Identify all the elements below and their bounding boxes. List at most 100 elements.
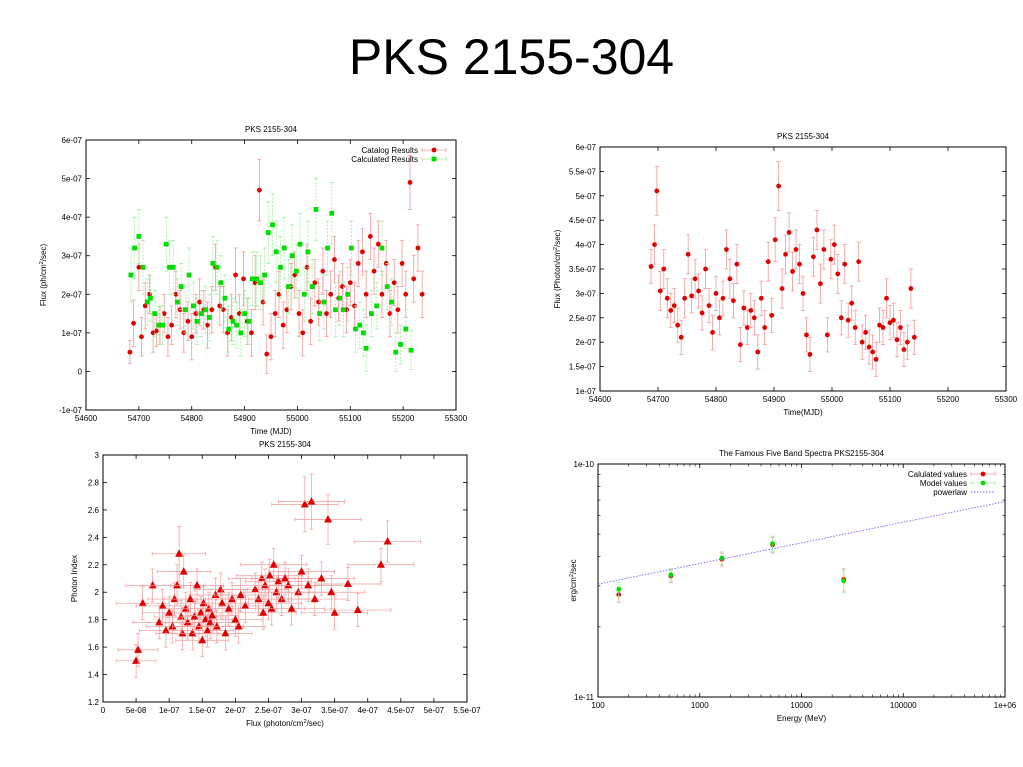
plot-frame [102, 454, 468, 703]
data-point [357, 322, 363, 328]
x-tick-label: 55200 [392, 414, 415, 423]
data-point [699, 310, 705, 316]
data-point [261, 580, 270, 589]
data-point [321, 299, 327, 305]
data-point [901, 347, 907, 352]
data-point [251, 584, 260, 593]
data-point [230, 318, 236, 324]
slide-title: PKS 2155-304 [348, 29, 675, 85]
x-tick-label: 54900 [233, 414, 256, 423]
data-point [751, 315, 757, 321]
x-axis-label: Time(MJD) [783, 408, 823, 417]
data-point [376, 560, 385, 568]
data-point [228, 594, 237, 603]
series-red [648, 161, 917, 377]
data-point [281, 574, 289, 582]
data-point [193, 311, 199, 316]
data-point [403, 291, 409, 297]
chart-title: PKS 2155-304 [777, 132, 830, 141]
data-point [783, 251, 788, 257]
data-point [863, 330, 869, 335]
y-tick-label: 6e-07 [576, 143, 597, 152]
data-point [241, 276, 246, 282]
data-point [393, 349, 399, 355]
data-point [236, 590, 245, 598]
y-tick-label: 1e-07 [62, 329, 83, 338]
y-axis-label-part: Flux (ph/cm [39, 264, 48, 306]
data-point [186, 272, 192, 278]
data-point [278, 264, 283, 270]
data-point [272, 587, 281, 596]
y-tick-label: 2.8 [88, 478, 100, 487]
data-point [814, 227, 820, 233]
data-point [286, 284, 291, 289]
y-tick-label: 1e-11 [574, 693, 594, 702]
data-point [849, 300, 855, 306]
data-point [274, 576, 283, 585]
data-point [744, 325, 750, 330]
data-point [249, 330, 254, 336]
plot-frame [599, 146, 1007, 392]
legend-swatch-marker [431, 156, 437, 162]
data-point [224, 604, 233, 612]
data-point [367, 234, 373, 239]
data-point [685, 251, 691, 257]
data-point [371, 268, 377, 274]
data-point [170, 594, 179, 603]
y-tick-label: 2e-07 [62, 290, 83, 299]
data-point [811, 254, 816, 260]
y-tick-label: 1e-10 [574, 460, 595, 469]
data-point [360, 249, 365, 255]
data-point [134, 645, 143, 653]
data-point [156, 322, 162, 328]
data-point [717, 315, 722, 321]
x-axis-label: Energy (MeV) [777, 714, 827, 723]
x-tick-label: 5e-08 [126, 706, 147, 715]
series-powerlaw [597, 501, 1006, 585]
data-point [233, 272, 238, 278]
x-tick-label: 100000 [890, 701, 917, 710]
data-point [908, 286, 914, 291]
x-tick-label: 55200 [937, 395, 960, 404]
x-tick-label: 54600 [75, 414, 98, 423]
legend-label: Calculated Results [351, 155, 418, 164]
data-point [140, 264, 146, 270]
data-point [264, 351, 270, 357]
data-point [772, 237, 778, 243]
data-point [657, 288, 663, 294]
data-point [661, 266, 667, 272]
data-point [391, 280, 397, 286]
y-tick-label: 5e-07 [62, 175, 83, 184]
data-point [190, 303, 196, 309]
data-point [399, 261, 405, 266]
data-point [265, 571, 274, 579]
y-tick-label: 3e-07 [62, 252, 83, 261]
data-point [842, 261, 848, 267]
data-point [177, 612, 186, 620]
data-point [870, 349, 875, 355]
data-point [178, 284, 184, 289]
data-point [265, 230, 271, 235]
data-point [821, 247, 827, 252]
data-point [859, 339, 865, 345]
data-point [332, 257, 337, 262]
x-tick-label: 1e-07 [159, 706, 180, 715]
data-point [185, 318, 191, 324]
data-point [818, 281, 823, 287]
data-point [152, 311, 158, 316]
y-axis-label: erg/cm2/sec [569, 559, 578, 601]
data-point [216, 584, 225, 593]
data-point [310, 594, 319, 603]
data-point [734, 261, 740, 267]
data-point [258, 280, 263, 286]
data-point [196, 608, 205, 616]
data-point [845, 317, 851, 323]
data-point [307, 497, 316, 505]
data-point [324, 514, 333, 523]
data-point [330, 608, 339, 616]
data-point [221, 628, 230, 637]
legend-swatch-marker [980, 471, 986, 477]
data-point [267, 604, 276, 612]
data-point [226, 326, 232, 332]
data-point [181, 604, 190, 612]
